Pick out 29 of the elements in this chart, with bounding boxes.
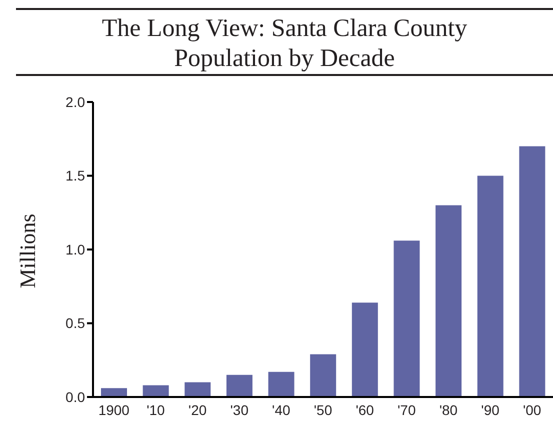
bar — [184, 382, 211, 397]
x-tick-label: '80 — [439, 402, 458, 418]
bar — [519, 146, 546, 397]
bar — [142, 385, 169, 397]
y-tick-label: 0.0 — [66, 388, 86, 405]
x-tick-label: '00 — [522, 402, 542, 418]
y-tick-label: 1.5 — [66, 168, 86, 184]
x-tick-label: '10 — [146, 402, 166, 418]
bar — [310, 354, 336, 397]
bar — [436, 205, 462, 397]
bar — [268, 372, 294, 397]
bar — [226, 374, 252, 397]
y-tick-label: 1.0 — [66, 241, 86, 258]
x-tick-label: '20 — [188, 402, 207, 418]
x-tick-label: '50 — [314, 402, 332, 418]
chart-title: The Long View: Santa Clara County Population by Decade — [100, 14, 468, 74]
bar — [352, 302, 378, 397]
x-tick-label: '30 — [230, 402, 249, 418]
y-tick-label: 2.0 — [66, 94, 86, 110]
x-tick-label: '70 — [398, 402, 416, 418]
bar — [477, 176, 504, 397]
x-tick-label: '40 — [272, 402, 291, 418]
x-tick-label: '90 — [481, 402, 500, 418]
y-axis-title: Millions — [15, 212, 41, 290]
bar — [101, 388, 127, 397]
x-tick-label: '60 — [356, 402, 374, 418]
x-tick-label: 1900 — [98, 402, 130, 418]
y-tick-label: 0.5 — [66, 315, 86, 332]
bar — [394, 240, 420, 397]
